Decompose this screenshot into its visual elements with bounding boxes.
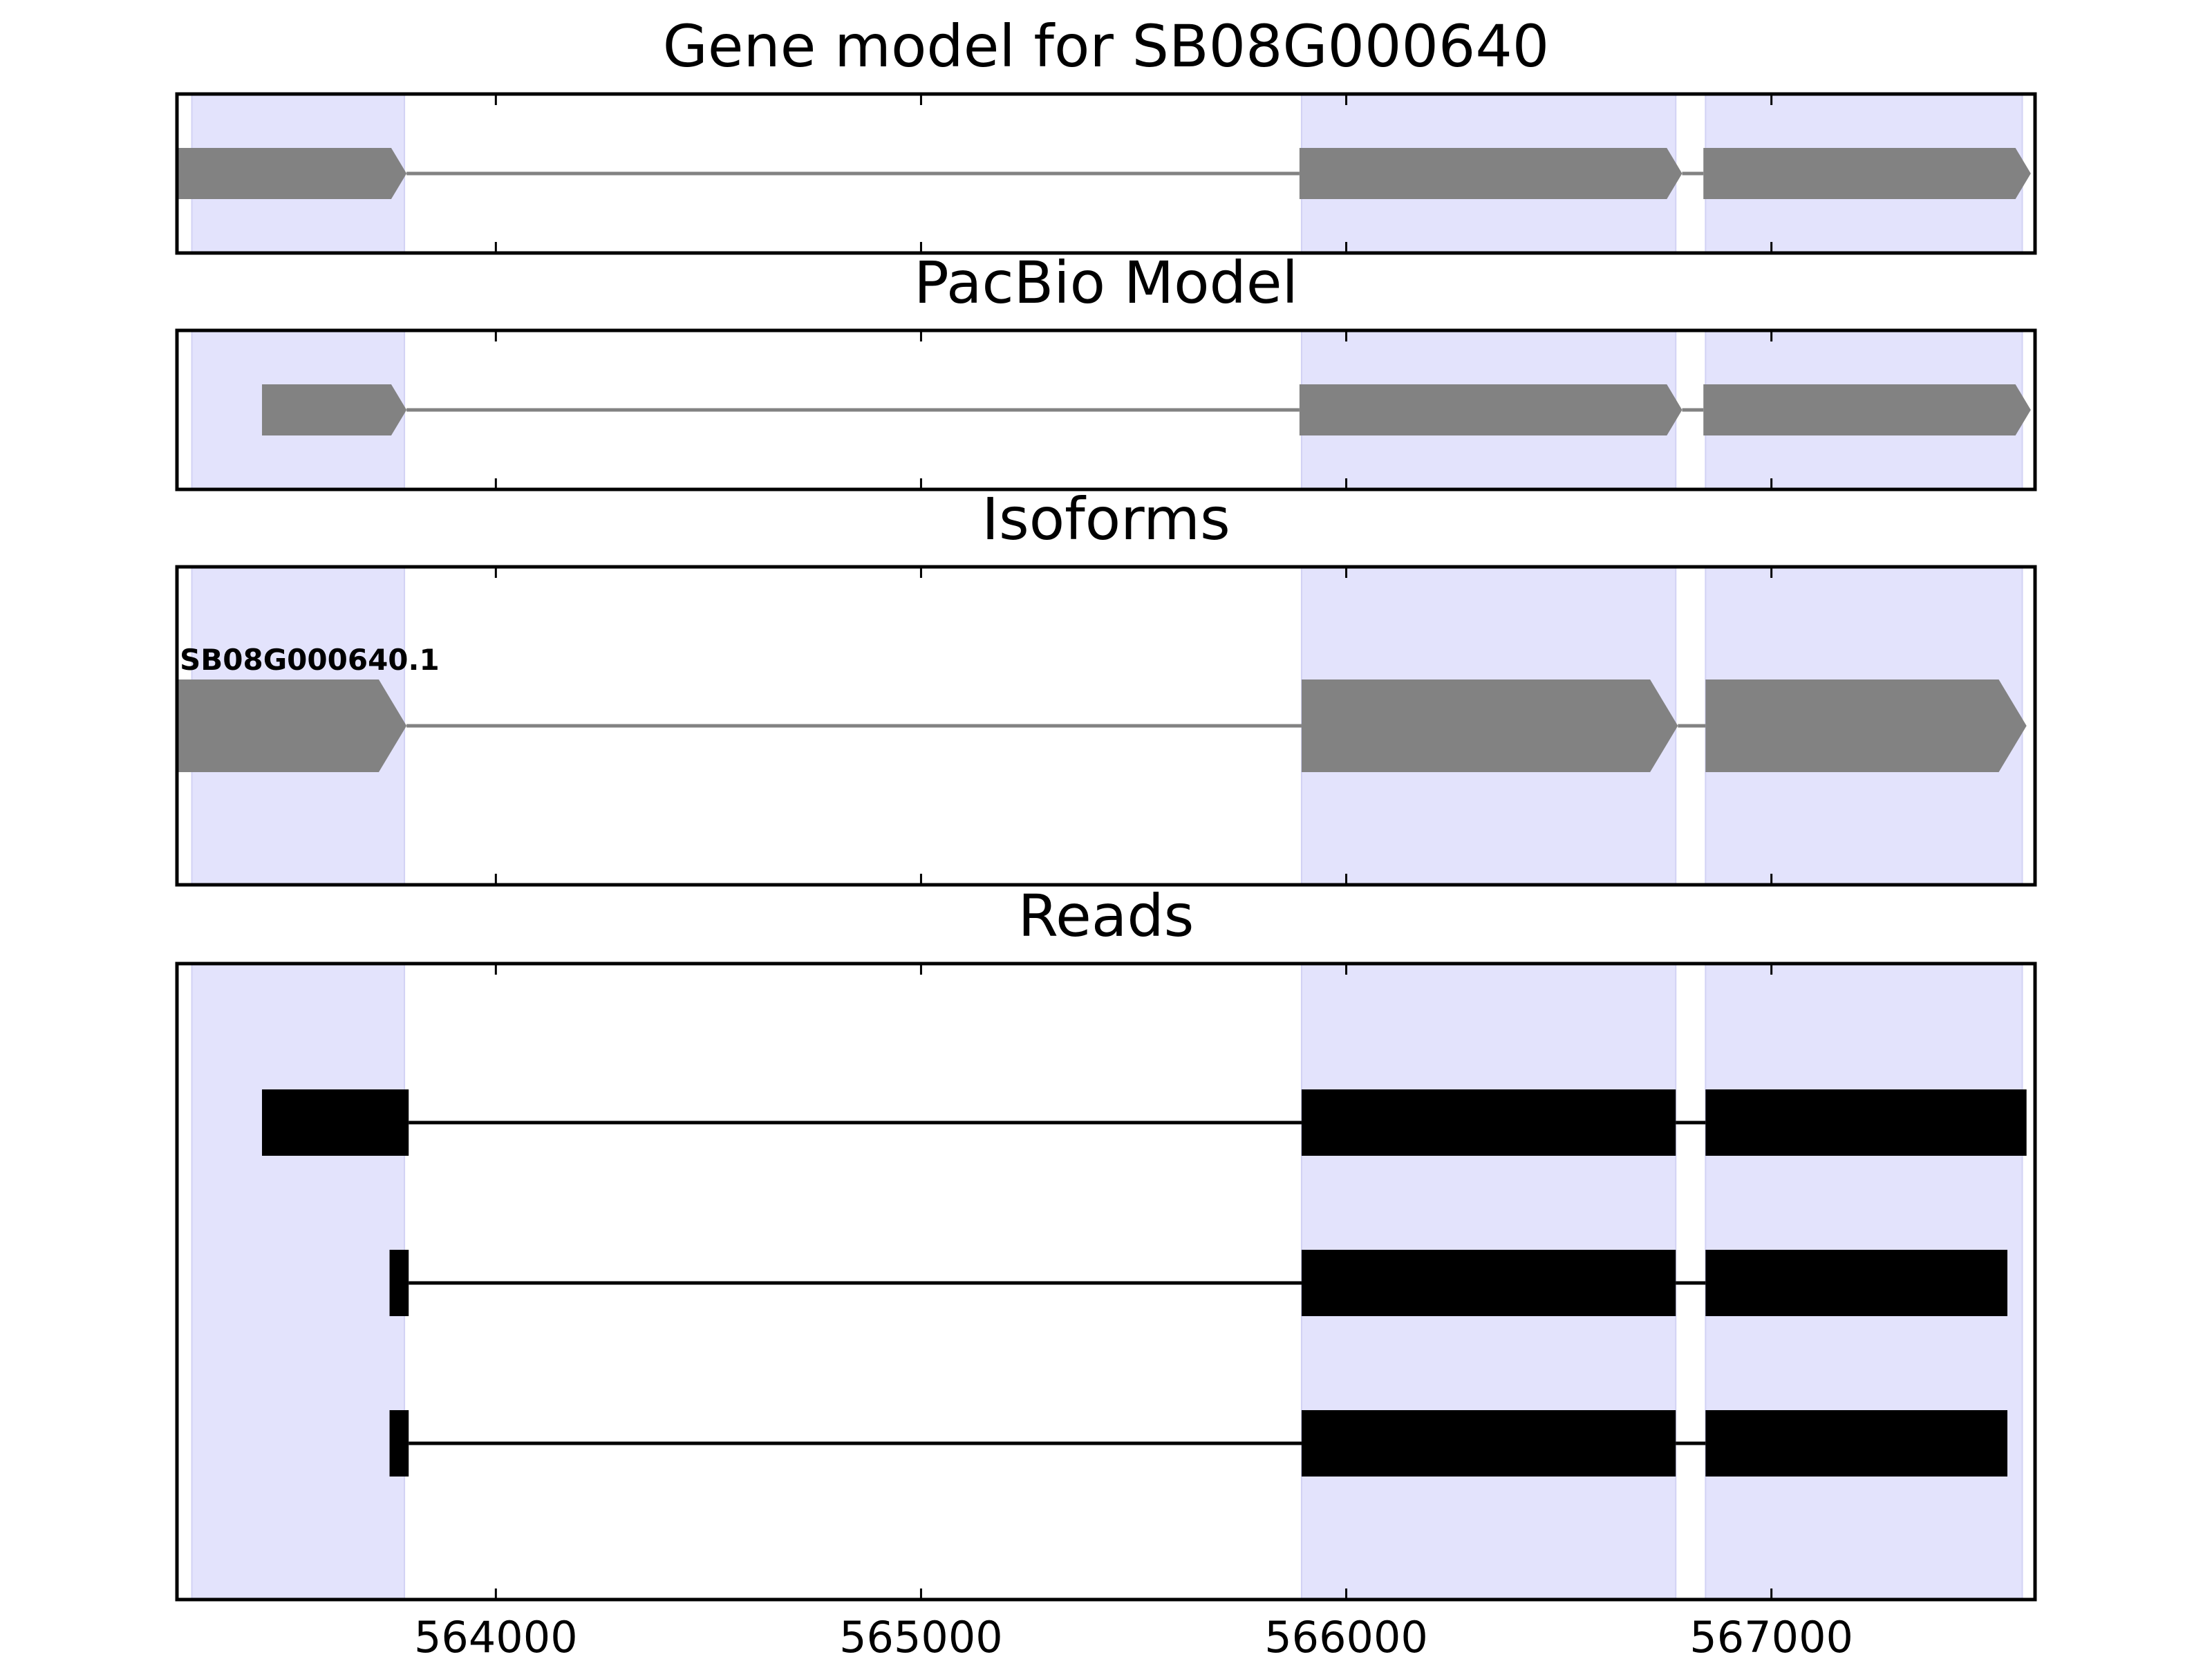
x-tick-label: 565000 bbox=[839, 1612, 1003, 1659]
x-tick-label: 564000 bbox=[414, 1612, 578, 1659]
track-1 bbox=[389, 1250, 2008, 1316]
track-0 bbox=[262, 1089, 2027, 1156]
read-exon bbox=[1705, 1410, 2008, 1477]
panel-frame bbox=[175, 92, 2037, 255]
read-exon bbox=[389, 1250, 409, 1316]
exon-arrow bbox=[1705, 679, 2027, 772]
track-0 bbox=[262, 384, 2031, 435]
x-tick-label: 567000 bbox=[1689, 1612, 1853, 1659]
panel-title: Isoforms bbox=[982, 485, 1230, 553]
exon-arrow bbox=[177, 148, 407, 199]
read-exon bbox=[1301, 1089, 1676, 1156]
track-2 bbox=[389, 1410, 2008, 1477]
x-tick-label: 566000 bbox=[1264, 1612, 1428, 1659]
panel-title: Reads bbox=[1018, 882, 1194, 950]
panel-title: Gene model for SB08G000640 bbox=[663, 12, 1549, 80]
panel-frame bbox=[175, 962, 2037, 1602]
read-exon bbox=[389, 1410, 409, 1477]
read-exon bbox=[262, 1089, 409, 1156]
exon-arrow bbox=[177, 679, 407, 772]
panel-1: PacBio Model bbox=[175, 249, 2037, 491]
highlight-region bbox=[191, 963, 406, 1600]
panel-0: Gene model for SB08G000640 bbox=[175, 12, 2037, 255]
panel-3: Reads bbox=[175, 882, 2037, 1602]
exon-arrow bbox=[1703, 148, 2031, 199]
panel-title: PacBio Model bbox=[914, 249, 1298, 317]
read-exon bbox=[1705, 1089, 2027, 1156]
exon-arrow bbox=[1299, 384, 1683, 435]
exon-arrow bbox=[1703, 384, 2031, 435]
exon-arrow bbox=[1301, 679, 1678, 772]
panel-2: SB08G000640.1 Isoforms bbox=[175, 485, 2037, 887]
panel-frame bbox=[175, 328, 2037, 491]
track-0: SB08G000640.1 bbox=[177, 643, 2027, 772]
exon-arrow bbox=[1299, 148, 1683, 199]
read-exon bbox=[1705, 1250, 2008, 1316]
isoform-label: SB08G000640.1 bbox=[180, 643, 440, 677]
track-0 bbox=[177, 148, 2031, 199]
panel-frame bbox=[175, 565, 2037, 887]
read-exon bbox=[1301, 1410, 1676, 1477]
read-exon bbox=[1301, 1250, 1676, 1316]
exon-arrow bbox=[262, 384, 407, 435]
